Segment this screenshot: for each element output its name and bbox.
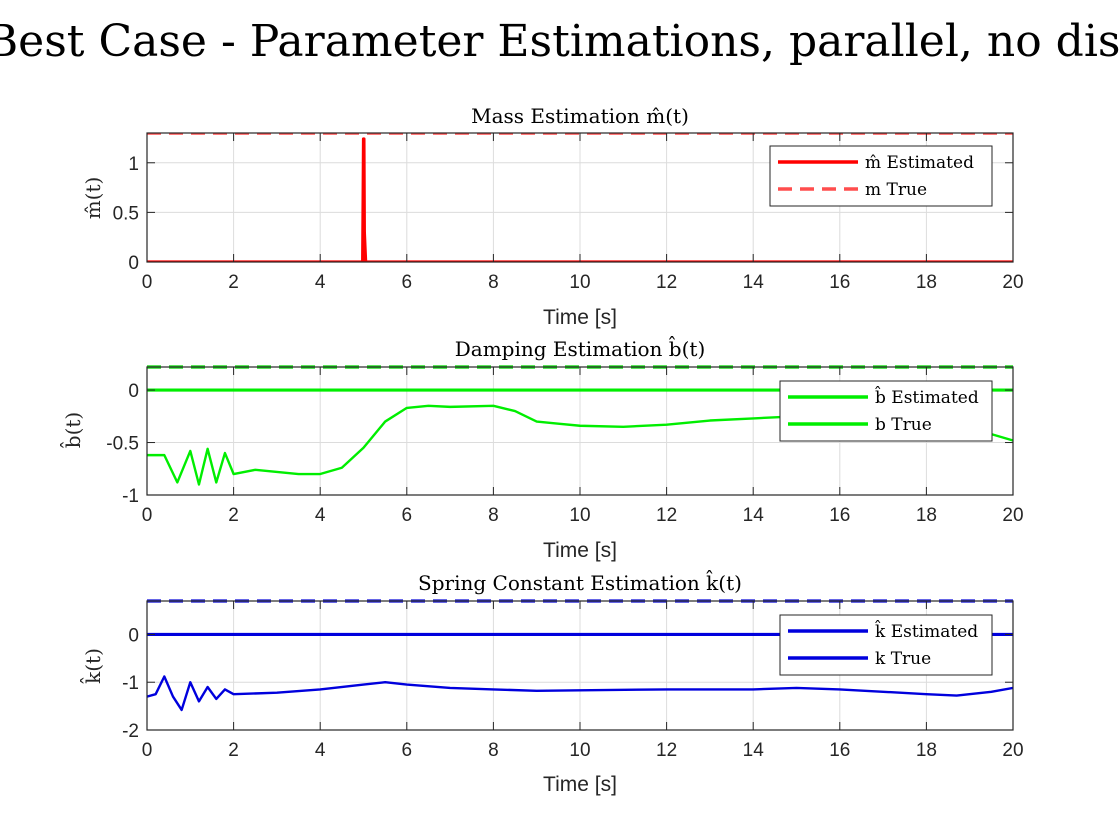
mass-xtick-label-7: 14 <box>743 272 765 293</box>
damping-xtick-label-6: 12 <box>656 505 677 526</box>
mass-xtick-label-1: 2 <box>228 272 239 293</box>
spring-legend: k̂ Estimated k True <box>779 614 993 676</box>
mass-xtick-label-6: 12 <box>656 272 677 293</box>
spring-xtick-label-0: 0 <box>142 740 153 761</box>
damping-xtick-label-0: 0 <box>142 505 153 526</box>
damping-estimation-panel: Damping Estimation b̂(t) b̂(t) Time [s] … <box>59 335 1024 562</box>
damping-xtick-label-7: 14 <box>743 505 765 526</box>
damping-xtick-label-5: 10 <box>569 505 590 526</box>
spring-xtick-label-3: 6 <box>402 740 413 761</box>
mass-legend-box <box>769 145 993 207</box>
spring-legend-label-1: k True <box>875 649 931 669</box>
damping-ytick-label-1: -0.5 <box>106 434 139 455</box>
damping-legend: b̂ Estimated b True <box>779 380 993 442</box>
spring-xlabel: Time [s] <box>543 773 617 796</box>
mass-legend: m̂ Estimated m True <box>769 145 993 207</box>
spring-xtick-label-4: 8 <box>488 740 499 761</box>
spring-ytick-label-2: 0 <box>128 625 139 646</box>
mass-xtick-label-4: 8 <box>488 272 499 293</box>
damping-xtick-label-3: 6 <box>402 505 413 526</box>
mass-xtick-label-3: 6 <box>402 272 413 293</box>
mass-legend-label-1: m True <box>865 180 927 200</box>
mass-xtick-label-9: 18 <box>916 272 937 293</box>
spring-legend-box <box>779 614 993 676</box>
damping-ytick-label-0: -1 <box>122 486 139 507</box>
figure-title: Best Case - Parameter Estimations, paral… <box>0 16 1120 67</box>
spring-series-estimated-line <box>147 675 1013 712</box>
spring-xtick-label-2: 4 <box>315 740 326 761</box>
spring-axis-title: Spring Constant Estimation k̂(t) <box>418 569 742 595</box>
damping-xtick-label-9: 18 <box>916 505 937 526</box>
damping-legend-box <box>779 380 993 442</box>
spring-legend-label-0: k̂ Estimated <box>875 620 978 642</box>
mass-series-estimated-line <box>147 137 1013 262</box>
mass-xtick-label-0: 0 <box>142 272 153 293</box>
spring-xtick-label-9: 18 <box>916 740 937 761</box>
mass-ylabel: m̂(t) <box>81 177 105 220</box>
damping-xtick-label-2: 4 <box>315 505 326 526</box>
mass-xtick-label-8: 16 <box>829 272 850 293</box>
mass-xtick-label-10: 20 <box>1002 272 1023 293</box>
spring-xtick-label-6: 12 <box>656 740 677 761</box>
damping-legend-label-0: b̂ Estimated <box>875 386 979 408</box>
mass-axis-title: Mass Estimation m̂(t) <box>471 104 689 128</box>
damping-xtick-label-1: 2 <box>228 505 239 526</box>
damping-legend-label-1: b True <box>875 415 932 435</box>
spring-xtick-label-10: 20 <box>1002 740 1023 761</box>
mass-xtick-label-2: 4 <box>315 272 326 293</box>
damping-xtick-label-8: 16 <box>829 505 850 526</box>
mass-xlabel: Time [s] <box>543 306 617 329</box>
mass-xtick-label-5: 10 <box>569 272 590 293</box>
mass-ytick-label-0: 0 <box>128 253 139 274</box>
spring-estimation-panel: Spring Constant Estimation k̂(t) k̂(t) T… <box>79 569 1024 796</box>
mass-ytick-label-2: 1 <box>128 154 139 175</box>
spring-ytick-label-1: -1 <box>122 673 139 694</box>
mass-estimation-panel: Mass Estimation m̂(t) m̂(t) Time [s] 0 2 4… <box>81 104 1024 329</box>
damping-xtick-label-10: 20 <box>1002 505 1023 526</box>
spring-ylabel: k̂(t) <box>79 648 105 685</box>
damping-xlabel: Time [s] <box>543 539 617 562</box>
spring-ytick-label-0: -2 <box>122 721 139 742</box>
damping-ytick-label-2: 0 <box>128 381 139 402</box>
spring-xtick-label-1: 2 <box>228 740 239 761</box>
spring-xtick-label-7: 14 <box>743 740 765 761</box>
damping-axis-title: Damping Estimation b̂(t) <box>455 335 706 361</box>
mass-ytick-label-1: 0.5 <box>113 203 139 224</box>
damping-ylabel: b̂(t) <box>59 412 85 449</box>
spring-xtick-label-8: 16 <box>829 740 850 761</box>
mass-legend-label-0: m̂ Estimated <box>865 153 974 173</box>
spring-xtick-label-5: 10 <box>569 740 590 761</box>
damping-xtick-label-4: 8 <box>488 505 499 526</box>
